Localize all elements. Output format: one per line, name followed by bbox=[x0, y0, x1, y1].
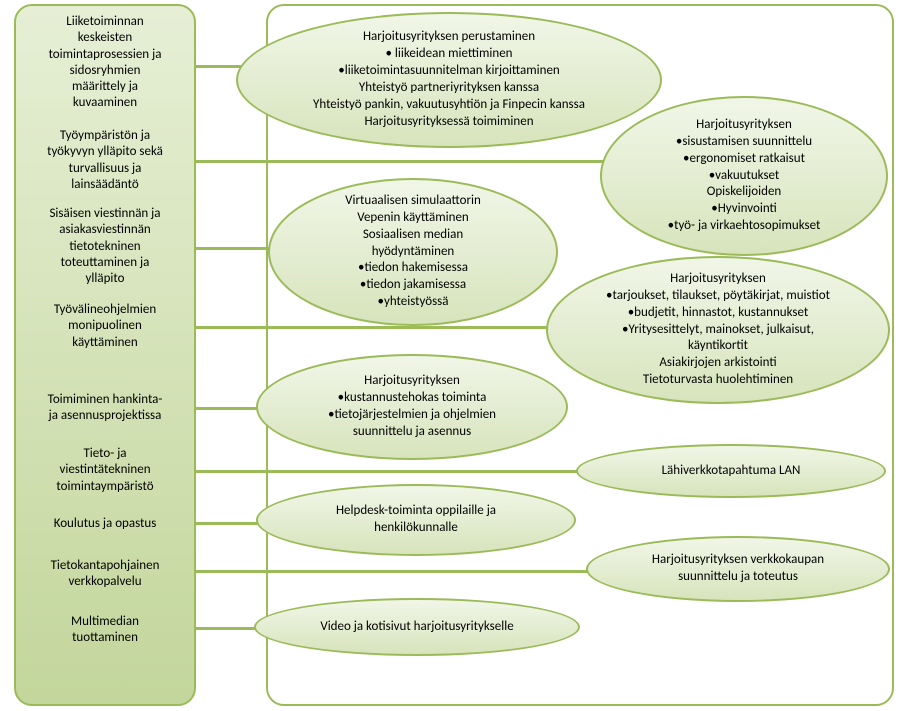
left-item-line: tietotekninen bbox=[69, 239, 140, 254]
left-item-line: Sisäisen viestinnän ja bbox=[49, 206, 160, 221]
left-item-line: työkyvyn ylläpito sekä bbox=[47, 144, 163, 159]
left-item-line: Tieto- ja bbox=[83, 446, 126, 461]
left-item-tools: Työvälineohjelmienmonipuolinen käyttämine… bbox=[14, 302, 196, 351]
ellipse-line: suunnittelu ja toteutus bbox=[678, 569, 798, 586]
ellipse-line: •Hyvinvointi bbox=[711, 201, 777, 218]
ellipse-docs: Harjoitusyrityksen•tarjoukset, tilaukset… bbox=[546, 256, 890, 404]
ellipse-line: Helpdesk-toiminta oppilaille ja bbox=[336, 503, 496, 520]
arrow-ict bbox=[196, 470, 598, 473]
left-item-line: toimintaprosessien ja bbox=[49, 47, 162, 62]
left-item-line: käyttäminen bbox=[72, 335, 137, 350]
ellipse-line: Virtuaalisen simulaattorin bbox=[345, 193, 481, 210]
ellipse-line: suunnittelu ja asennus bbox=[353, 424, 471, 441]
ellipse-line: •ergonomiset ratkaisut bbox=[683, 151, 805, 168]
ellipse-cost: Harjoitusyrityksen•kustannustehokas toim… bbox=[256, 354, 568, 460]
ellipse-line: •kustannustehokas toiminta bbox=[338, 390, 487, 407]
ellipse-line: Sosiaalisen median bbox=[363, 227, 463, 244]
left-item-line: Toimiminen hankinta- bbox=[48, 392, 163, 407]
ellipse-line: •Yritysesittelyt, mainokset, julkaisut, bbox=[622, 322, 814, 339]
ellipse-line: •työ- ja virkaehtosopimukset bbox=[668, 218, 821, 235]
ellipse-line: käyntikortit bbox=[688, 338, 748, 355]
ellipse-line: Video ja kotisivut harjoitusyritykselle bbox=[320, 619, 513, 636]
left-item-line: monipuolinen bbox=[68, 318, 142, 333]
ellipse-line: •tiedon jakamisessa bbox=[360, 277, 466, 294]
ellipse-line: Tietoturvasta huolehtiminen bbox=[643, 372, 793, 389]
left-item-line: Työympäristön ja bbox=[60, 128, 150, 143]
ellipse-line: •tietojärjestelmien ja ohjelmien bbox=[328, 407, 496, 424]
ellipse-line: Yhteistyö pankin, vakuutusyhtiön ja Finp… bbox=[313, 97, 585, 114]
left-item-line: Tietokantapohjainen bbox=[51, 558, 160, 573]
ellipse-virtual: Virtuaalisen simulaattorinVepenin käyttä… bbox=[268, 178, 558, 326]
ellipse-video: Video ja kotisivut harjoitusyritykselle bbox=[254, 598, 580, 656]
left-item-mm: Multimediantuottaminen bbox=[14, 614, 196, 647]
left-item-line: asiakasviestinnän bbox=[59, 222, 151, 237]
left-item-line: toimintaympäristö bbox=[56, 479, 153, 494]
ellipse-line: Harjoitusyrityksen bbox=[696, 117, 792, 134]
left-item-line: ylläpito bbox=[86, 271, 125, 286]
ellipse-line: Lähiverkkotapahtuma LAN bbox=[662, 463, 801, 480]
ellipse-line: Opiskelijoiden bbox=[707, 184, 782, 201]
ellipse-line: •vakuutukset bbox=[709, 168, 780, 185]
ellipse-lan: Lähiverkkotapahtuma LAN bbox=[576, 444, 886, 498]
ellipse-line: Yhteistyö partneriyrityksen kanssa bbox=[359, 80, 539, 97]
ellipse-line: •tiedon hakemisessa bbox=[358, 260, 468, 277]
ellipse-line: Harjoitusyrityksen perustaminen bbox=[363, 29, 535, 46]
arrow-comm bbox=[196, 247, 272, 250]
arrow-tools bbox=[196, 326, 558, 329]
ellipse-line: Harjoitusyrityksen verkkokaupan bbox=[652, 552, 824, 569]
left-item-line: Multimedian bbox=[71, 614, 139, 629]
ellipse-found: Harjoitusyrityksen perustaminen• liikeid… bbox=[236, 12, 662, 148]
left-item-ict: Tieto- javiestintätekninen toimintaympäri… bbox=[14, 446, 196, 495]
ellipse-line: •sisustamisen suunnittelu bbox=[676, 134, 812, 151]
ellipse-line: •tarjoukset, tilaukset, pöytäkirjat, mui… bbox=[606, 288, 830, 305]
left-item-comm: Sisäisen viestinnän jaasiakasviestinnän t… bbox=[14, 206, 196, 287]
left-item-line: sidosryhmien bbox=[70, 63, 141, 78]
left-item-line: Liiketoiminnan bbox=[66, 14, 143, 29]
left-item-line: kuvaaminen bbox=[73, 95, 137, 110]
ellipse-line: Harjoitusyrityksen bbox=[670, 271, 766, 288]
ellipse-shop: Harjoitusyrityksen verkkokaupansuunnitte… bbox=[586, 536, 890, 602]
left-item-line: lainsäädäntö bbox=[71, 177, 138, 192]
ellipse-line: Asiakirjojen arkistointi bbox=[659, 355, 776, 372]
ellipse-line: Vepenin käyttäminen bbox=[357, 210, 469, 227]
ellipse-line: •liiketoimintasuunnitelman kirjoittamine… bbox=[338, 63, 560, 80]
left-item-line: tuottaminen bbox=[72, 630, 138, 645]
arrow-env bbox=[196, 160, 616, 163]
ellipse-line: •yhteistyössä bbox=[377, 294, 448, 311]
left-item-proj: Toimiminen hankinta-ja asennusprojektiss… bbox=[14, 392, 196, 425]
ellipse-line: hyödyntäminen bbox=[372, 244, 455, 261]
left-item-db: Tietokantapohjainenverkkopalvelu bbox=[14, 558, 196, 591]
ellipse-interior: Harjoitusyrityksen•sisustamisen suunnitt… bbox=[600, 96, 888, 256]
left-item-env: Työympäristön jatyökyvyn ylläpito sekä tu… bbox=[14, 128, 196, 193]
arrow-db bbox=[196, 570, 604, 573]
left-item-line: viestintätekninen bbox=[59, 462, 150, 477]
left-item-line: keskeisten bbox=[78, 30, 132, 45]
left-item-line: toteuttaminen ja bbox=[61, 255, 150, 270]
ellipse-help: Helpdesk-toiminta oppilaille jahenkilöku… bbox=[256, 484, 576, 556]
left-item-train: Koulutus ja opastus bbox=[14, 516, 196, 532]
left-item-line: Työvälineohjelmien bbox=[54, 302, 156, 317]
left-item-line: ja asennusprojektissa bbox=[49, 408, 162, 423]
left-item-proc: Liiketoiminnankeskeisten toimintaprosessi… bbox=[14, 14, 196, 112]
ellipse-line: henkilökunnalle bbox=[374, 520, 458, 537]
left-item-line: määrittely ja bbox=[72, 79, 138, 94]
ellipse-line: •budjetit, hinnastot, kustannukset bbox=[628, 305, 809, 322]
ellipse-line: • liikeidean miettiminen bbox=[386, 46, 513, 63]
left-item-line: turvallisuus ja bbox=[69, 161, 142, 176]
left-item-line: Koulutus ja opastus bbox=[54, 516, 157, 531]
ellipse-line: Harjoitusyrityksen bbox=[364, 373, 460, 390]
left-item-line: verkkopalvelu bbox=[68, 574, 141, 589]
ellipse-line: Harjoitusyrityksessä toimiminen bbox=[364, 114, 533, 131]
